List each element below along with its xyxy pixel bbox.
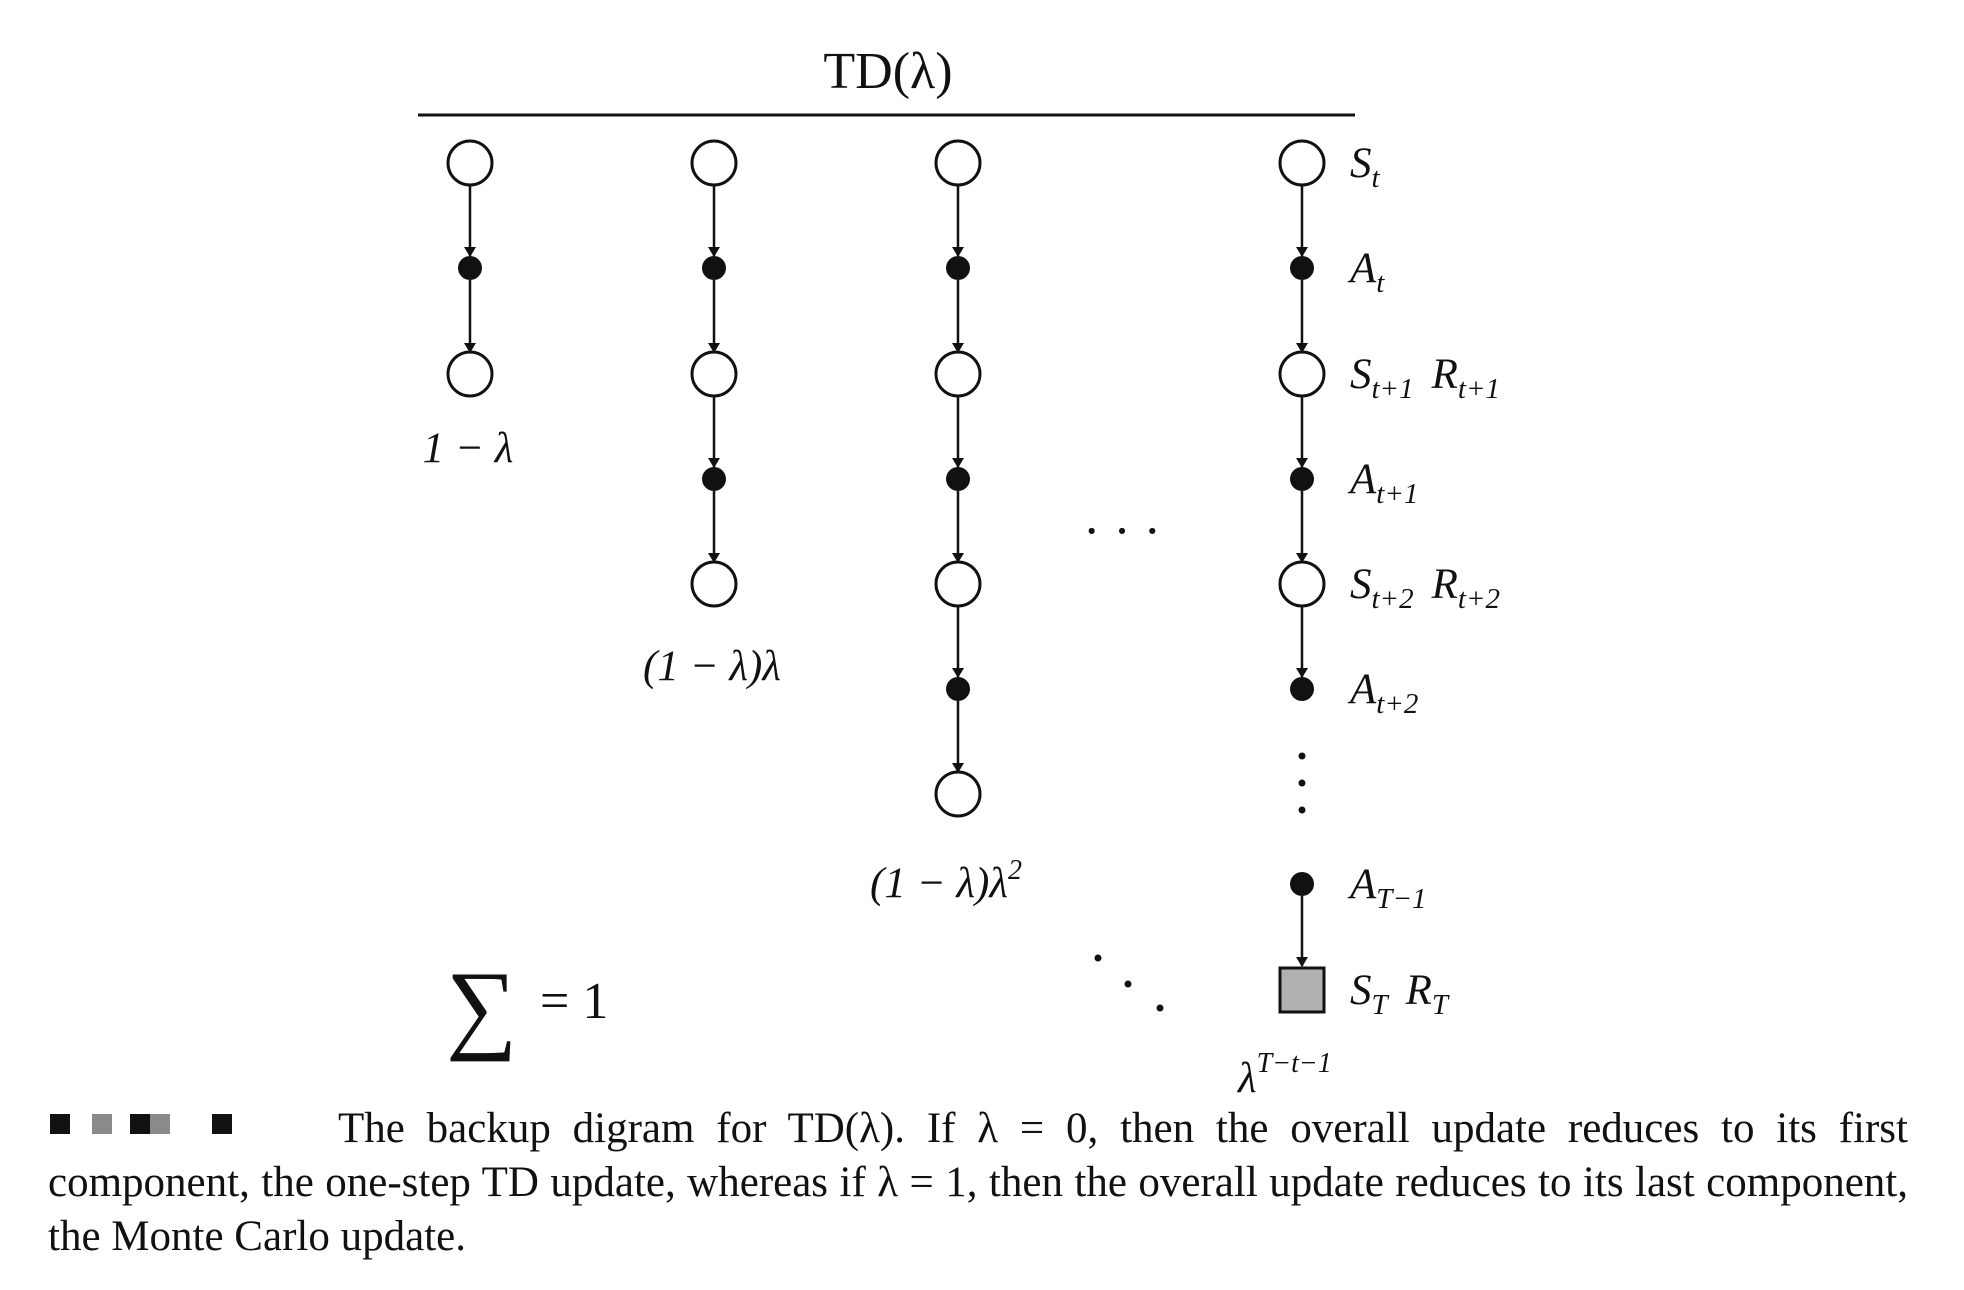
state-node xyxy=(1278,139,1326,187)
state-node xyxy=(690,560,738,608)
label-a_t2: At+2 xyxy=(1347,666,1418,720)
action-node xyxy=(702,467,726,491)
caption-text: The backup digram for TD(λ). If λ = 0, t… xyxy=(48,1105,1908,1260)
state-node xyxy=(446,139,494,187)
label-s_t: St xyxy=(1350,140,1381,194)
action-node xyxy=(458,256,482,280)
figure-caption: The backup digram for TD(λ). If λ = 0, t… xyxy=(48,1102,1908,1264)
backup-chains xyxy=(446,139,1326,1014)
label-s_T: ST RT xyxy=(1350,967,1450,1021)
sum-equals-one: = 1 xyxy=(540,973,608,1030)
vertical-ellipsis xyxy=(1298,752,1306,814)
action-node xyxy=(1290,467,1314,491)
state-node xyxy=(690,350,738,398)
weight-label-col4: λT−t−1 xyxy=(1236,1048,1332,1100)
label-a_T1: AT−1 xyxy=(1347,861,1426,915)
label-s_t1: St+1 Rt+1 xyxy=(1350,351,1500,405)
label-a_t1: At+1 xyxy=(1347,456,1418,510)
state-node xyxy=(934,139,982,187)
action-node xyxy=(946,677,970,701)
action-node xyxy=(946,467,970,491)
diagonal-ellipsis xyxy=(1094,954,1164,1012)
redacted-figure-number xyxy=(48,1112,338,1142)
action-node xyxy=(946,256,970,280)
sum-symbol: ∑ xyxy=(446,951,517,1062)
action-node-final xyxy=(1290,872,1314,896)
state-node xyxy=(690,139,738,187)
state-node xyxy=(1278,350,1326,398)
action-node xyxy=(1290,677,1314,701)
label-s_t2: St+2 Rt+2 xyxy=(1350,561,1500,615)
weight-label-col1: 1 − λ xyxy=(423,425,514,472)
state-action-labels: St At St+1 Rt+1 At+1 St+2 Rt+2 At+2 AT−1 ST RT xyxy=(1347,140,1500,1021)
state-node xyxy=(934,770,982,818)
label-a_t: At xyxy=(1347,245,1385,299)
weight-label-col2: (1 − λ)λ xyxy=(643,643,781,690)
action-node xyxy=(702,256,726,280)
state-node xyxy=(1278,560,1326,608)
state-node xyxy=(934,560,982,608)
state-node xyxy=(446,350,494,398)
td-lambda-backup-diagram: TD(λ) · · · 1 − λ (1 − λ)λ (1 − λ)λ2 λT−… xyxy=(418,43,1500,1100)
diagram-title: TD(λ) xyxy=(823,43,952,100)
state-node xyxy=(934,350,982,398)
horizontal-ellipsis: · · · xyxy=(1083,503,1161,560)
terminal-state-node xyxy=(1278,966,1326,1014)
action-node xyxy=(1290,256,1314,280)
weight-label-col3: (1 − λ)λ2 xyxy=(870,855,1022,907)
